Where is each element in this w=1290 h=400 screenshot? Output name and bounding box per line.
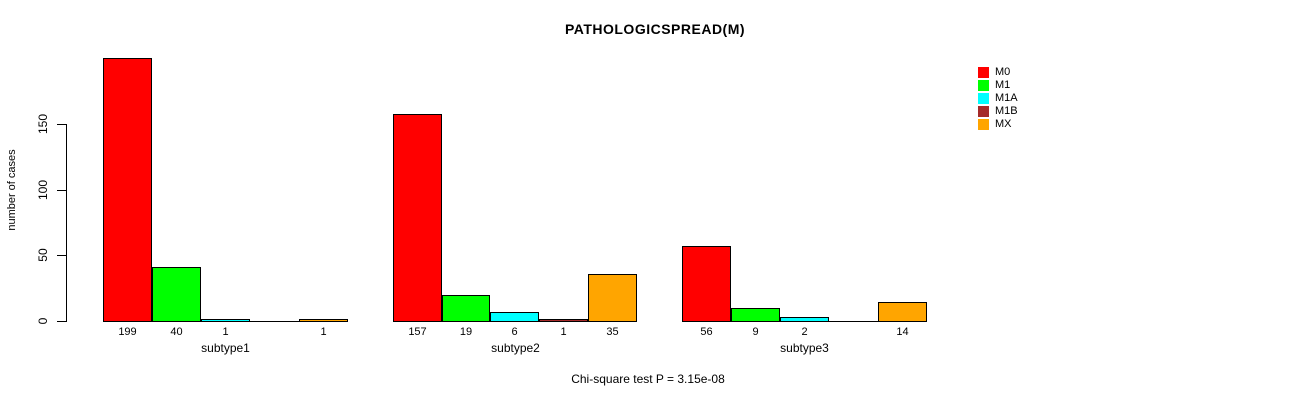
chart-title: PATHOLOGICSPREAD(M)	[564, 21, 746, 37]
bar-M1-subtype3	[731, 308, 780, 322]
legend-item-MX: MX	[978, 118, 1018, 131]
y-axis-tick-label: 0	[36, 317, 50, 325]
bar-M0-subtype3	[682, 246, 731, 322]
bar-value-label: 199	[118, 326, 137, 338]
legend-swatch-M1B	[978, 106, 989, 117]
bar-M1B-subtype3	[829, 321, 878, 322]
bar-value-label: 1	[320, 326, 327, 338]
bar-M1A-subtype2	[490, 312, 539, 322]
y-axis-tick-label: 100	[36, 179, 50, 201]
y-axis-line	[66, 124, 67, 322]
bar-value-label: 56	[700, 326, 713, 338]
bar-value-label: 157	[408, 326, 427, 338]
legend-swatch-M1A	[978, 93, 989, 104]
bar-M0-subtype2	[393, 114, 442, 322]
legend: M0 M1 M1A M1B MX	[978, 66, 1018, 131]
legend-item-M1A: M1A	[978, 92, 1018, 105]
bar-value-label: 1	[560, 326, 567, 338]
bar-value-label: 14	[896, 326, 909, 338]
x-category-label-subtype1: subtype1	[201, 341, 250, 355]
chi-square-annotation: Chi-square test P = 3.15e-08	[571, 372, 725, 386]
bar-M1A-subtype1	[201, 319, 250, 322]
x-category-label-subtype3: subtype3	[780, 341, 829, 355]
bar-MX-subtype2	[588, 274, 637, 322]
legend-swatch-MX	[978, 119, 989, 130]
legend-swatch-M1	[978, 80, 989, 91]
legend-item-M0: M0	[978, 66, 1018, 79]
y-axis-tick	[57, 321, 66, 322]
bar-value-label: 35	[606, 326, 619, 338]
y-axis-tick	[57, 190, 66, 191]
legend-label: M0	[995, 66, 1011, 78]
bar-value-label: 9	[752, 326, 759, 338]
bar-M1-subtype2	[442, 295, 490, 322]
y-axis-tick-label: 50	[36, 248, 50, 262]
bar-M1B-subtype2	[539, 319, 588, 322]
legend-label: M1	[995, 79, 1011, 91]
bar-MX-subtype1	[299, 319, 348, 322]
y-axis-tick	[57, 255, 66, 256]
bar-value-label: 1	[222, 326, 229, 338]
y-axis-label: number of cases	[6, 149, 18, 231]
bar-value-label: 2	[801, 326, 808, 338]
legend-label: M1A	[995, 92, 1018, 104]
bar-M1A-subtype3	[780, 317, 829, 322]
bar-value-label: 6	[511, 326, 518, 338]
legend-item-M1B: M1B	[978, 105, 1018, 118]
legend-label: M1B	[995, 105, 1018, 117]
bar-value-label: 40	[170, 326, 183, 338]
bar-M0-subtype1	[103, 58, 152, 322]
bar-M1-subtype1	[152, 267, 201, 322]
bar-MX-subtype3	[878, 302, 927, 322]
bar-M1B-subtype1	[250, 321, 299, 322]
legend-swatch-M0	[978, 67, 989, 78]
x-category-label-subtype2: subtype2	[491, 341, 540, 355]
bar-value-label: 19	[459, 326, 473, 338]
legend-label: MX	[995, 118, 1012, 130]
y-axis-tick-label: 150	[36, 113, 50, 135]
legend-item-M1: M1	[978, 79, 1018, 92]
y-axis-tick	[57, 124, 66, 125]
